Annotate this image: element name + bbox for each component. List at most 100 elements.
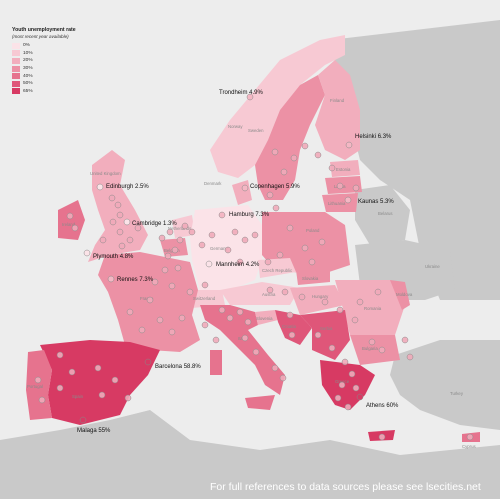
city-dot [146,296,154,304]
city-dot [218,211,226,219]
city-name: Hamburg [229,212,254,218]
country-label-czech: Czech Republic [262,268,293,273]
city-name: Copenhagen [250,184,284,190]
country-label-spain: Spain [72,394,84,399]
land-turkey [390,340,500,430]
city-dot [144,358,152,366]
city-dot [328,164,336,172]
city-value: 58.8% [184,364,202,370]
svg-text:Barcelona 58.8%: Barcelona 58.8% [155,364,201,370]
city-value: 5.3% [380,199,394,205]
legend-swatch [12,73,20,80]
city-dot [246,93,254,101]
svg-text:Copenhagen 5.9%: Copenhagen 5.9% [250,184,300,190]
city-dot [34,376,42,384]
city-dot [271,148,279,156]
legend-item: 10% [12,50,76,58]
city-value: 55% [98,428,111,434]
city-dot [56,351,64,359]
city-name: Plymouth [93,254,118,260]
city-dot [336,306,344,314]
city-dot [96,183,104,191]
city-dot [224,246,232,254]
city-dot [114,201,122,209]
land-russia [330,20,500,300]
city-dot [161,266,169,274]
city-dot [271,364,279,372]
country-austria [220,282,300,305]
legend-item: 30% [12,65,76,73]
city-dot [118,242,126,250]
country-bulgaria [350,335,400,365]
svg-text:Rennes 7.3%: Rennes 7.3% [117,277,154,283]
city-mannheim: Mannheim 4.2% [205,260,260,268]
city-dot [226,314,234,322]
country-estonia [330,160,360,177]
city-name: Edinburgh [106,184,133,190]
city-name: Barcelona [155,364,183,370]
city-dot [286,311,294,319]
legend-items: 0% 10% 20% 30% 40% 50% 65% [12,42,76,95]
city-dot [406,353,414,361]
city-dot [352,384,360,392]
city-dot [218,306,226,314]
country-label-slovakia: Slovakia [302,276,319,281]
city-dot [171,246,179,254]
city-dot [378,346,386,354]
country-label-croatia: Croatia [282,324,296,329]
country-label-bulgaria: Bulgaria [362,346,378,351]
city-name: Athens [366,403,385,409]
legend-swatch [12,57,20,64]
land-africa [0,410,500,499]
country-sicily [245,395,275,410]
city-dot [328,344,336,352]
city-dot [276,251,284,259]
city-athens: Athens 60% [356,393,399,409]
country-label-greece: Greece [335,379,350,384]
city-dot [79,416,87,424]
city-dot [109,218,117,226]
country-hungary [290,285,345,315]
legend-swatch [12,80,20,87]
country-latvia [325,176,362,194]
country-label-slovenia: Slovenia [256,316,273,321]
svg-text:Edinburgh 2.5%: Edinburgh 2.5% [106,184,149,190]
country-label-uk: United Kingdom [90,171,121,176]
city-dot [266,286,274,294]
city-dot [208,231,216,239]
city-dot [244,318,252,326]
city-dot [281,288,289,296]
legend-swatch [12,42,20,49]
legend-item: 0% [12,42,76,50]
city-dot [286,224,294,232]
city-dot [38,396,46,404]
country-portugal [26,350,52,420]
city-helsinki: Helsinki 6.3% [345,134,392,149]
city-dot [123,218,131,226]
city-dot [126,236,134,244]
city-dot [188,228,196,236]
country-label-switzerland: Switzerland [193,296,216,301]
city-dot [348,370,356,378]
country-sweden [255,75,325,200]
country-switzerland [190,290,225,308]
city-dot [344,403,352,411]
city-dot [288,331,296,339]
svg-text:Hamburg 7.3%: Hamburg 7.3% [229,212,270,218]
country-label-turkey: Turkey [450,391,464,396]
svg-text:Kaunas 5.3%: Kaunas 5.3% [358,199,394,205]
city-dot [116,228,124,236]
legend-label: 65% [23,88,33,94]
city-cambridge: Cambridge 1.3% [123,218,177,227]
city-dot [378,433,386,441]
city-dot [56,384,64,392]
country-slovenia [255,310,278,325]
city-dot [298,293,306,301]
city-dot [236,308,244,316]
country-norway [210,35,345,178]
legend-label: 40% [23,73,33,79]
city-dot [181,222,189,230]
country-label-france: France [140,296,154,301]
country-label-hungary: Hungary [312,294,329,299]
